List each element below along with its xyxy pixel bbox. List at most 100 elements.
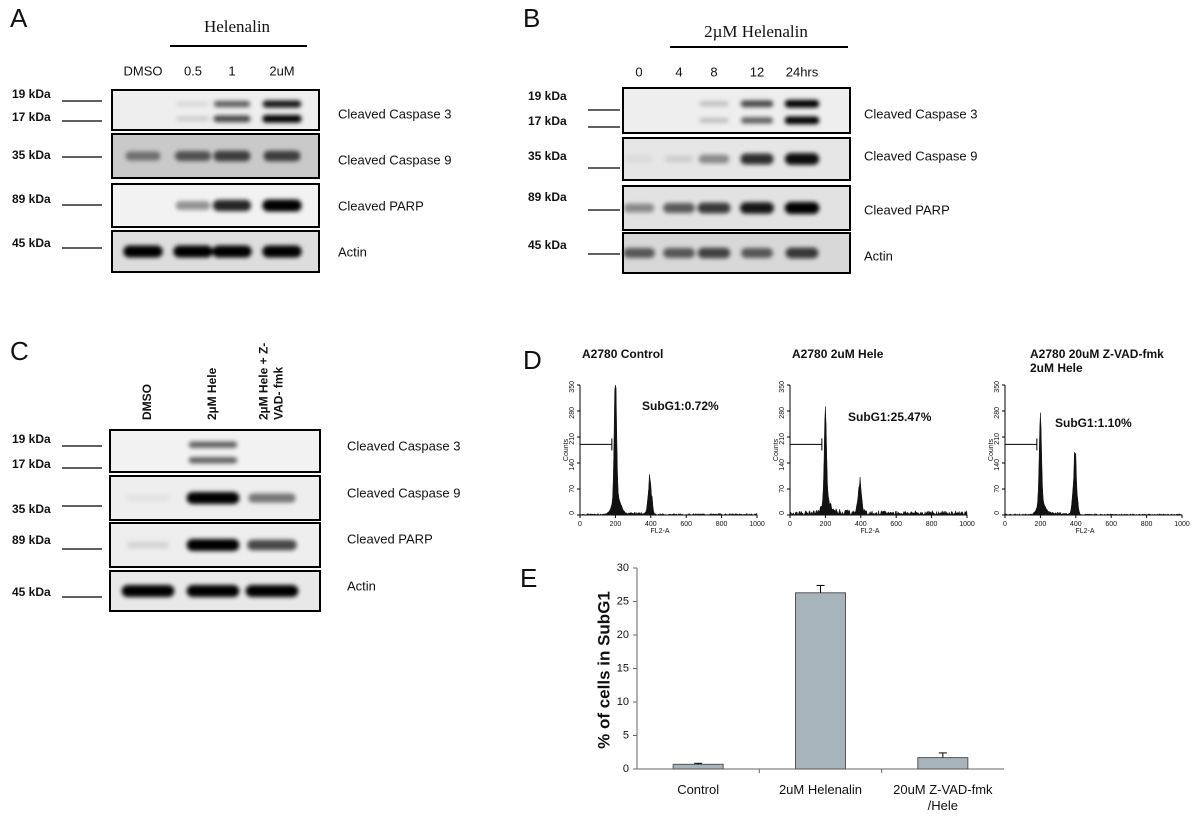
blot-background: [112, 90, 319, 130]
band: [623, 248, 655, 258]
subg1-value: SubG1:0.72%: [642, 399, 719, 413]
band: [784, 99, 820, 108]
lane-label: 2µM Hele: [205, 367, 219, 420]
blot-frame: [111, 183, 320, 228]
band: [664, 155, 694, 163]
x-tick-label: 200: [610, 521, 622, 528]
blot-bands: [123, 245, 302, 258]
blot-frame: [109, 522, 321, 568]
lane-label: 2µM Hele + Z-: [257, 343, 271, 420]
x-tick-label: 600: [1105, 521, 1117, 528]
y-tick-label: 280: [779, 407, 786, 419]
band: [176, 116, 210, 122]
band: [740, 100, 774, 108]
x-tick-label: 200: [1035, 521, 1047, 528]
size-marker: 45 kDa: [12, 236, 51, 250]
y-tick-label: 210: [779, 433, 786, 445]
x-tick-label: 600: [680, 521, 692, 528]
band: [697, 202, 731, 214]
band: [697, 247, 731, 259]
band: [784, 153, 820, 165]
y-tick-label: 140: [779, 459, 786, 471]
y-tick-label: 25: [617, 595, 629, 607]
lane-label: DMSO: [124, 63, 163, 78]
histogram: [1004, 412, 1183, 516]
size-marker: 35 kDa: [528, 149, 567, 163]
y-tick-label: 0: [994, 511, 1001, 515]
plot-title: A2780 Control: [582, 347, 663, 361]
y-tick-label: 280: [569, 407, 576, 419]
x-tick-label: 1000: [959, 521, 975, 528]
band: [126, 494, 170, 502]
lane-label: 12: [750, 64, 764, 79]
blot-bands: [121, 584, 299, 598]
lane-label: 4: [675, 64, 682, 79]
band: [173, 245, 213, 258]
band: [186, 538, 240, 552]
blot-bands: [126, 538, 297, 552]
y-tick-label: 0: [623, 763, 629, 775]
band: [263, 150, 301, 162]
blot-frame: [111, 89, 320, 131]
size-marker: 89 kDa: [12, 533, 51, 547]
protein-label: Actin: [338, 244, 367, 259]
blot-frame: [622, 137, 851, 181]
plot-title: A2780 20uM Z-VAD-fmk: [1030, 347, 1164, 361]
x-tick-label: 0: [788, 521, 792, 528]
size-marker: 19 kDa: [12, 432, 51, 446]
band: [741, 248, 773, 258]
band: [213, 150, 251, 162]
lane-label: 1: [228, 63, 235, 78]
y-tick-label: 70: [994, 485, 1001, 493]
y-tick-label: 350: [569, 381, 576, 393]
blot-frame: [111, 133, 320, 179]
y-tick-label: 70: [569, 485, 576, 493]
size-marker: 19 kDa: [528, 89, 567, 103]
protein-label: Actin: [864, 248, 893, 263]
blot-bands: [699, 99, 820, 125]
y-axis-label: Counts: [773, 438, 780, 461]
band: [175, 201, 211, 210]
protein-label: Actin: [347, 578, 376, 593]
lane-label: DMSO: [140, 384, 154, 420]
band: [248, 493, 296, 503]
y-tick-label: 5: [623, 729, 629, 741]
size-marker: 19 kDa: [12, 87, 51, 101]
x-axis-label: FL2-A: [1075, 528, 1094, 535]
band: [212, 199, 252, 212]
band: [213, 100, 251, 108]
blot-frame: [622, 232, 851, 274]
blot-frame: [622, 87, 851, 134]
size-marker: 35 kDa: [12, 148, 51, 162]
band: [188, 441, 238, 448]
y-tick-label: 0: [569, 511, 576, 515]
lane-label: 24hrs: [786, 64, 819, 79]
protein-label: Cleaved Caspase 3: [338, 106, 451, 121]
band: [123, 245, 163, 258]
panel-label: C: [10, 336, 29, 366]
band: [784, 116, 820, 125]
protein-label: Cleaved Caspase 3: [864, 106, 977, 121]
x-tick-label: 2uM Helenalin: [778, 782, 863, 797]
y-tick-label: 140: [994, 459, 1001, 471]
band: [247, 539, 297, 551]
x-tick-label: 1000: [1174, 521, 1190, 528]
x-tick-label: 0: [1003, 521, 1007, 528]
band: [262, 100, 302, 108]
y-tick-label: 210: [994, 433, 1001, 445]
treatment: 2µM Helenalin: [704, 22, 808, 41]
x-axis-label: FL2-A: [650, 528, 669, 535]
y-axis-label: Counts: [988, 438, 995, 461]
band: [623, 203, 655, 213]
histogram: [579, 384, 758, 516]
x-axis-label: FL2-A: [860, 528, 879, 535]
y-tick-label: 350: [779, 381, 786, 393]
band: [186, 584, 240, 598]
y-tick-label: 350: [994, 381, 1001, 393]
histogram: [789, 406, 968, 516]
band: [624, 155, 654, 163]
band: [262, 114, 302, 123]
size-marker: 89 kDa: [12, 192, 51, 206]
band: [186, 491, 240, 505]
